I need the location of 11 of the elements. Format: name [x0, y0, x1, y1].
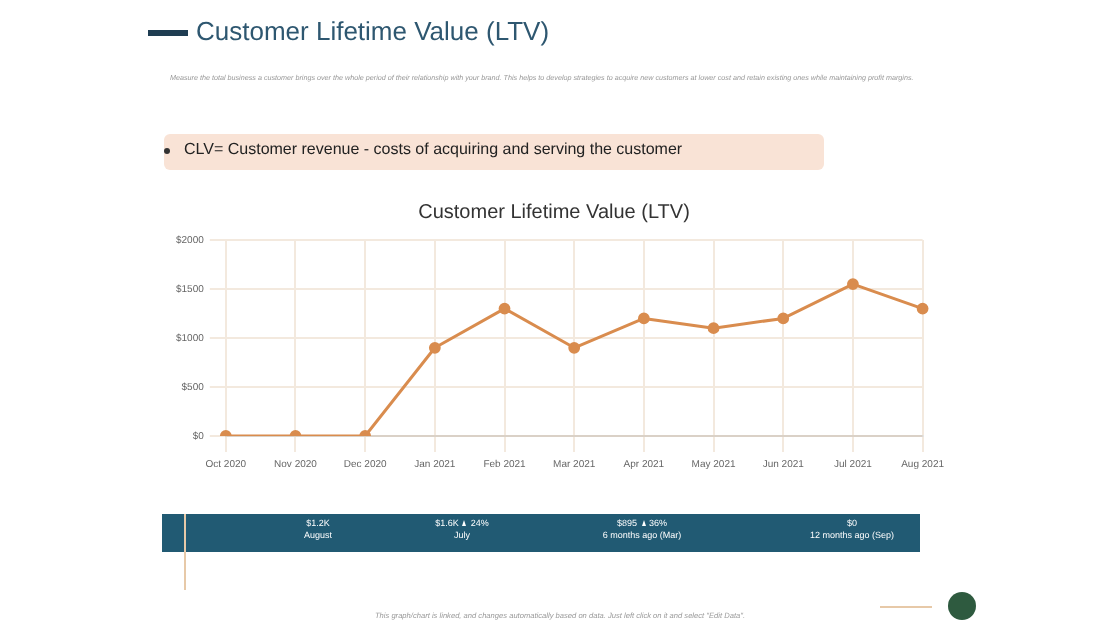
point — [568, 341, 581, 354]
chart-title: Customer Lifetime Value (LTV) — [418, 201, 690, 224]
text: Customer Lifetime Value (LTV) — [196, 16, 550, 46]
point — [777, 312, 790, 325]
point — [847, 278, 859, 290]
text: CLV= Customer revenue - costs of acquiring and serving the customer — [184, 140, 683, 158]
point — [637, 312, 650, 325]
point — [498, 302, 511, 315]
point — [428, 341, 441, 354]
point — [916, 302, 929, 315]
point — [707, 322, 720, 335]
